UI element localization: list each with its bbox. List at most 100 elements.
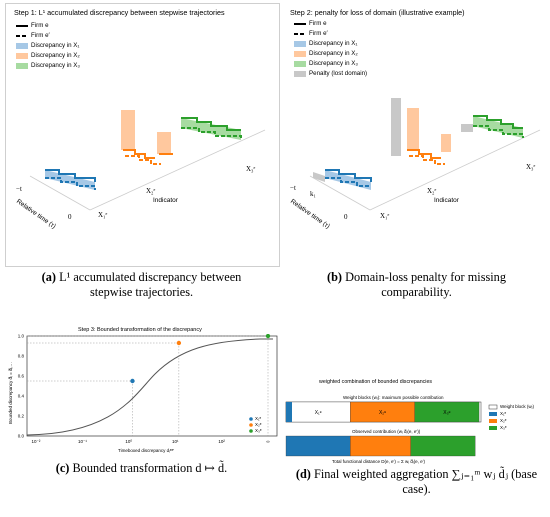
panel-b-tick-k1: k₁ — [310, 190, 316, 198]
x2-firm-e — [123, 149, 155, 159]
legend-b-x1 — [294, 41, 306, 47]
legend-b-x2 — [294, 51, 306, 57]
panel-c-legend-0: X₁ᵉ — [255, 416, 262, 421]
legend-b-label-4: Discrepancy in X₃ — [309, 60, 358, 67]
caption-d-label: (d) — [295, 467, 311, 481]
penalty-x2 — [391, 98, 401, 156]
caption-b: (b) Domain-loss penalty for missing comp… — [283, 270, 550, 301]
caption-d: (d) Final weighted aggregation ∑ⱼ₌₁ᵐ wⱼ … — [283, 467, 550, 498]
panel-d-legend-2: X₂ᵉ — [500, 418, 507, 423]
panel-b-x2-label: X₂ᵉ — [427, 187, 437, 195]
bar-segment-label: X₃ᵉ — [443, 410, 450, 416]
b-x1-firm-e — [325, 169, 372, 182]
panel-b-axis-indicator: Indicator — [434, 197, 459, 204]
x-tick-label: 10⁻¹ — [78, 439, 87, 444]
b-x3-discrepancy — [473, 116, 523, 138]
panel-b-title: Step 2: penalty for loss of domain (illu… — [290, 8, 465, 17]
panel-a-legend — [16, 25, 28, 69]
legend-d-x2 — [489, 419, 497, 423]
panel-d-legend-3: X₃ᵉ — [500, 425, 507, 430]
x-tick-label: 10⁻² — [32, 439, 41, 444]
panel-d-legend-0: Weight block (wⱼ) — [500, 404, 534, 409]
data-point — [130, 378, 135, 384]
panel-a-axis-indicator: Indicator — [153, 197, 178, 204]
b-x1-firm-e-prime — [325, 177, 371, 187]
y-ticks: 0.0 0.2 0.4 0.6 0.8 1.0 — [18, 334, 25, 439]
panel-c-legend-2: X₃ᵉ — [255, 428, 262, 433]
panel-a-x3-label: X₃ᵉ — [246, 165, 256, 173]
panel-d-title: weighted combination of bounded discrepa… — [319, 379, 433, 385]
y-tick-label: 0.8 — [18, 354, 25, 359]
panel-a-x2-label: X₂ᵉ — [146, 187, 156, 195]
panel-b-legend — [294, 23, 306, 77]
panel-a-title: Step 1: L¹ accumulated discrepancy betwe… — [14, 8, 225, 17]
data-points — [27, 334, 271, 436]
x-tick-label: 10² — [218, 439, 225, 444]
legend-d-x3 — [489, 426, 497, 430]
bar-segment — [350, 435, 411, 457]
legend-b-label-2: Discrepancy in X₁ — [309, 40, 358, 47]
x3-firm-e-prime — [181, 127, 242, 140]
legend-label-3: Discrepancy in X₂ — [31, 52, 80, 59]
bar-segment-label: X₁ᵉ — [315, 410, 322, 416]
caption-d-line1: Final weighted aggregation ∑ⱼ₌₁ᵐ wⱼ d̃ⱼ … — [313, 467, 538, 481]
y-tick-label: 0.2 — [18, 414, 25, 419]
bar-segment-x1-stub — [286, 402, 292, 422]
x3-discrepancy — [181, 118, 241, 140]
x3-firm-e — [181, 117, 241, 131]
legend-label-0: Firm e — [31, 22, 49, 29]
legend-x1-marker — [249, 417, 253, 421]
panel-d-bars: X₁ᵉ X₂ᵉ X₃ᵉ — [285, 401, 498, 457]
x1-firm-e-prime — [45, 177, 96, 190]
legend-x2-marker — [249, 423, 253, 427]
legend-x1 — [16, 43, 28, 49]
y-tick-label: 0.6 — [18, 374, 25, 379]
legend-b-label-3: Discrepancy in X₂ — [309, 50, 358, 57]
data-point — [265, 334, 271, 339]
panel-d-legend-1: X₁ᵉ — [500, 411, 507, 416]
x-tick-label: 10⁰ — [125, 439, 132, 444]
y-tick-label: 0.4 — [18, 394, 25, 399]
legend-label-2: Discrepancy in X₁ — [31, 42, 80, 49]
bar-segment — [410, 435, 476, 457]
panel-a — [5, 3, 280, 267]
x-ticks: 10⁻² 10⁻¹ 10⁰ 10¹ 10² ∞ — [32, 439, 270, 444]
panel-a-tick-minus-t: −t — [16, 185, 22, 193]
panel-c-ylabel: Bounded discrepancy d̃ⱼ = d̃ⱼ,… — [8, 362, 13, 424]
penalty-x1 — [313, 172, 325, 182]
panel-b-3d-plot — [309, 98, 541, 211]
panel-d-bar3-title: Total functional distance D(e, e′) = Σ w… — [332, 459, 425, 464]
legend-label-1: Firm e′ — [31, 32, 50, 39]
panel-b-x3-label: X₃ᵉ — [526, 163, 536, 171]
panel-c-xlabel: Timeboxed discrepancy dⱼᵉᵉ′ — [118, 448, 175, 453]
legend-weight-block — [488, 404, 498, 410]
x2-firm-e-prime — [125, 155, 161, 165]
caption-a-line1: L¹ accumulated discrepancy between — [59, 270, 242, 284]
legend-x3 — [16, 63, 28, 69]
legend-x3-marker — [249, 429, 253, 433]
legend-d-x1 — [489, 412, 497, 416]
caption-a-line2: stepwise trajectories. — [89, 285, 194, 300]
panel-c-chart: 0.0 0.2 0.4 0.6 0.8 1.0 10⁻² 10⁻¹ 10⁰ 10¹ 10² ∞ — [18, 334, 278, 444]
panel-b-tick-zero: 0 — [344, 213, 348, 221]
bar-segment — [285, 435, 351, 457]
legend-b-label-1: Firm e′ — [309, 30, 328, 37]
x-tick-label: 10¹ — [172, 439, 179, 444]
y-tick-label: 1.0 — [18, 334, 25, 339]
b-x3-firm-e — [473, 115, 523, 129]
panel-a-3d-plot — [29, 110, 266, 211]
weight-block-bar: X₁ᵉ X₂ᵉ X₃ᵉ — [285, 401, 480, 423]
panel-c-title: Step 3: Bounded transformation of the di… — [78, 327, 202, 333]
panel-b-x1-label: X₁ᵉ — [380, 212, 390, 220]
legend-b-x3 — [294, 61, 306, 67]
caption-b-label: (b) — [327, 270, 343, 284]
penalty-x3 — [461, 124, 473, 132]
caption-c: (c) Bounded transformation d ↦ d̃. — [0, 461, 283, 476]
panel-d-bar2-title: Observed contribution (wⱼ d̃ⱼ(e, e′)) — [352, 429, 421, 434]
x2-discrepancy — [121, 110, 135, 150]
caption-d-line2: case). — [402, 482, 431, 497]
x-tick-label: ∞ — [266, 439, 269, 444]
legend-b-label-5: Penalty (lost domain) — [309, 70, 368, 77]
x2-discrepancy-2 — [157, 132, 171, 154]
bounded-curve — [26, 338, 273, 436]
